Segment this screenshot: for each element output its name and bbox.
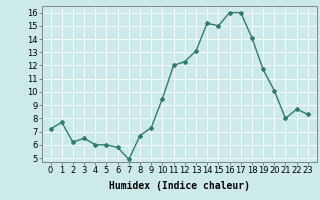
- X-axis label: Humidex (Indice chaleur): Humidex (Indice chaleur): [109, 181, 250, 191]
